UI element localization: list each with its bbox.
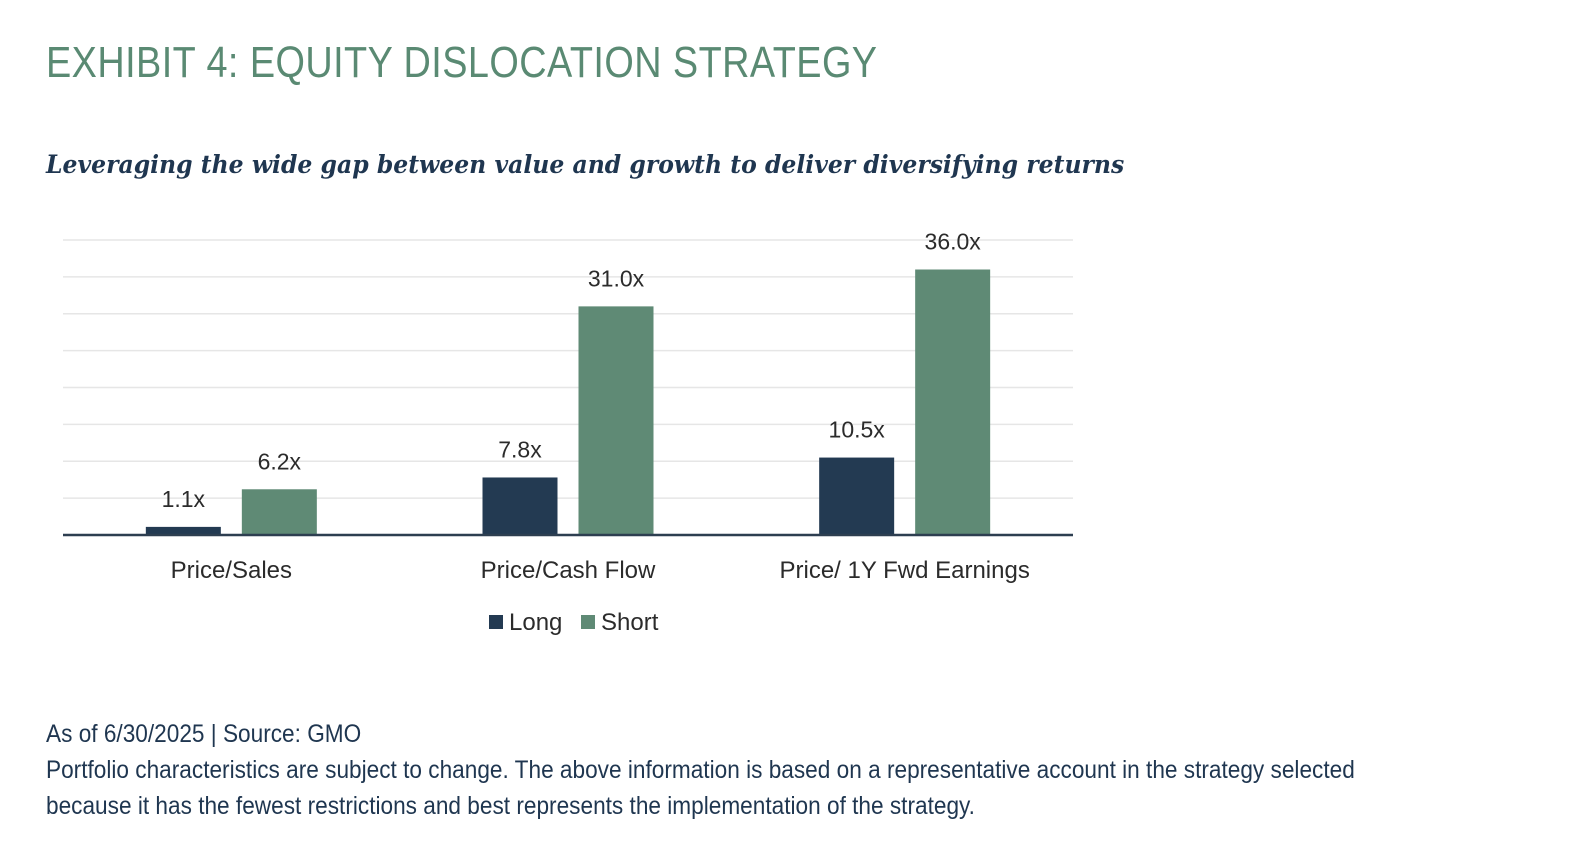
bar-short-2 xyxy=(578,306,654,535)
legend-label-long: Long xyxy=(509,609,562,636)
category-label-1: Price/Sales xyxy=(171,557,292,584)
data-label-short-1: 6.2x xyxy=(258,448,302,474)
legend-swatch-short xyxy=(581,615,595,629)
footer: As of 6/30/2025 | Source: GMO Portfolio … xyxy=(46,716,1566,824)
data-label-short-2: 31.0x xyxy=(588,265,645,291)
source-note: As of 6/30/2025 | Source: GMO xyxy=(46,720,362,748)
exhibit-title: EXHIBIT 4: EQUITY DISLOCATION STRATEGY xyxy=(46,38,878,87)
chart-container: 1.1x 6.2x 7.8x 31.0x 10.5x 36.0x Price/Sales P… xyxy=(0,200,1100,660)
bar-short-1 xyxy=(241,489,317,535)
legend: Long Short xyxy=(489,609,659,636)
category-labels: Price/Sales Price/Cash Flow Price/ 1Y Fwd … xyxy=(171,557,1030,584)
chart-subtitle: Leveraging the wide gap between value an… xyxy=(46,150,1125,179)
bars xyxy=(145,269,991,535)
disclaimer-line-1: Portfolio characteristics are subject to… xyxy=(46,756,1355,784)
data-label-long-2: 7.8x xyxy=(498,436,542,462)
disclaimer-line-2: because it has the fewest restrictions a… xyxy=(46,792,975,820)
legend-label-short: Short xyxy=(601,609,659,636)
bar-short-3 xyxy=(915,269,991,535)
data-label-short-3: 36.0x xyxy=(925,229,982,255)
grid-lines xyxy=(63,239,1073,499)
category-label-3: Price/ 1Y Fwd Earnings xyxy=(779,557,1029,584)
data-labels: 1.1x 6.2x 7.8x 31.0x 10.5x 36.0x xyxy=(162,229,982,512)
bar-long-1 xyxy=(145,526,221,535)
data-label-long-1: 1.1x xyxy=(162,486,206,512)
bar-long-3 xyxy=(819,457,895,535)
category-label-2: Price/Cash Flow xyxy=(481,557,656,584)
bar-long-2 xyxy=(482,477,558,535)
data-label-long-3: 10.5x xyxy=(829,417,886,443)
legend-swatch-long xyxy=(489,615,503,629)
